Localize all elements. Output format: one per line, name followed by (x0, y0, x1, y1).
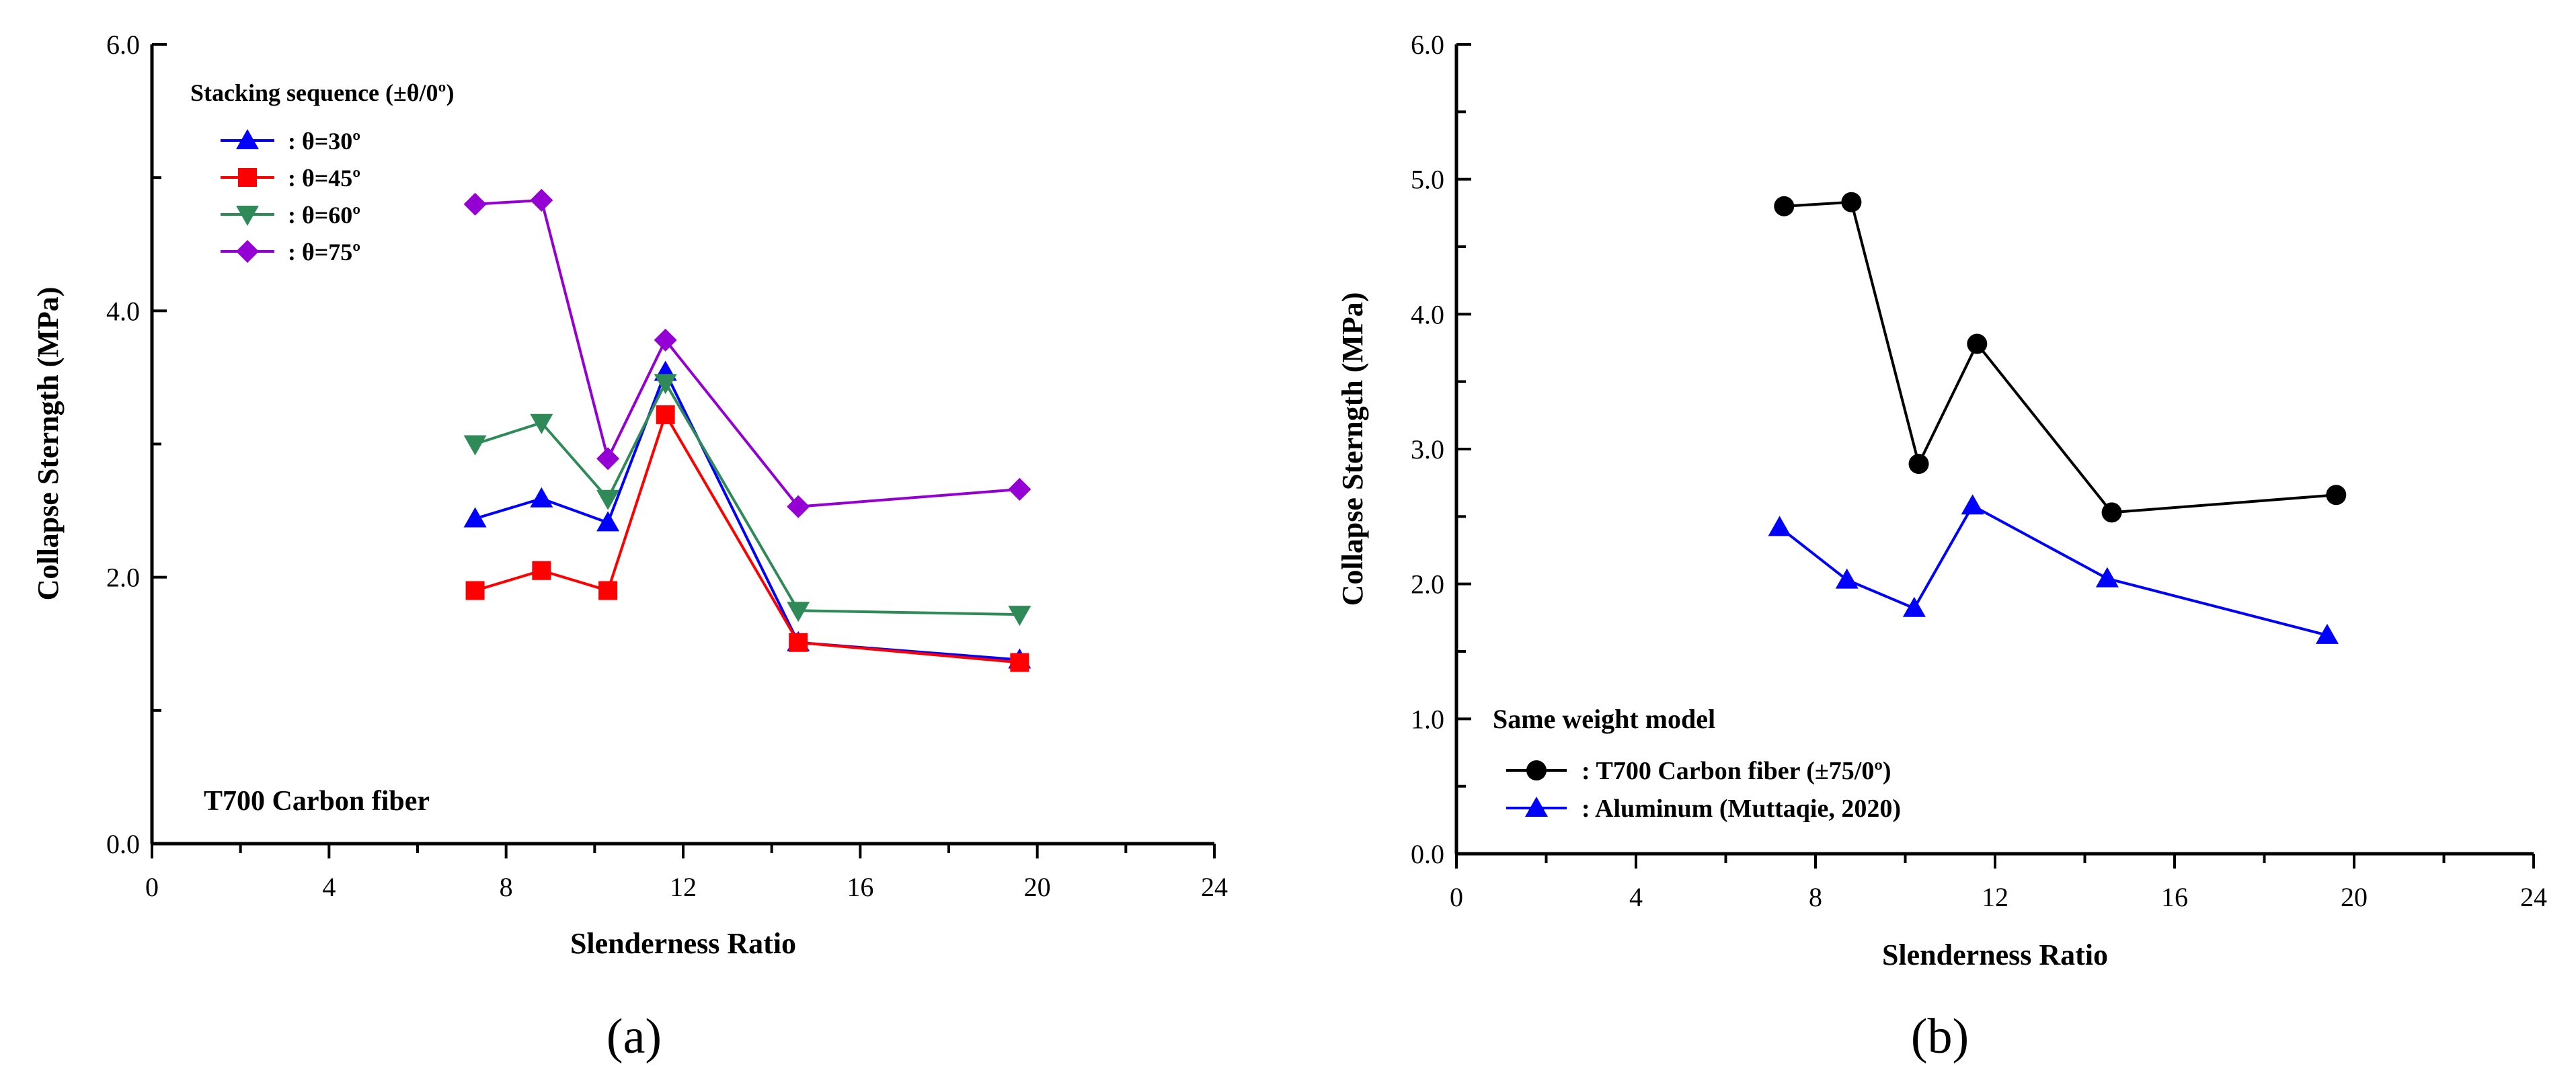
chart-b-legend-title: Same weight model (1493, 704, 1715, 734)
chart-a-line-60 (474, 380, 1020, 616)
chart-b-line-t700-carbon-fiber-75-0 (1784, 200, 2337, 514)
chart-a-legend-label-45: : θ=45º (288, 165, 360, 192)
chart-a-line-30 (475, 368, 1020, 661)
chart-b-x-tick-label: 12 (1982, 882, 2008, 912)
chart-a-y-axis-label: Collapse Sterngth (MPa) (32, 287, 65, 601)
chart-b-x-axis-label: Slenderness Ratio (1882, 938, 2108, 971)
chart-b-y-tick-label: 5.0 (1411, 165, 1444, 195)
chart-a-ticks: 0 4 8 12 16 20 24 0.0 2.0 4.0 6.0 (106, 30, 1228, 902)
chart-a-y-tick-label: 6.0 (106, 30, 140, 60)
chart-b-point-aluminum-muttaqie-2020 (1835, 568, 1859, 589)
chart-a-point-30 (463, 507, 487, 528)
chart-b-point-aluminum-muttaqie-2020 (2315, 623, 2339, 644)
chart-a-legend: Stacking sequence (±θ/0º) : θ=30º : θ=45º… (190, 79, 454, 266)
chart-a-point-60 (463, 435, 487, 456)
chart-a-point-45 (532, 561, 551, 580)
chart-a-point-30 (596, 511, 620, 532)
chart-b-point-t700-carbon-fiber-75-0 (1908, 454, 1929, 475)
chart-a-x-tick-label: 16 (847, 872, 873, 902)
chart-a-point-45 (1010, 653, 1029, 672)
chart-b-y-tick-label: 0.0 (1411, 839, 1444, 869)
chart-b-y-tick-label: 2.0 (1411, 569, 1444, 600)
chart-a-point-30 (530, 487, 553, 508)
chart-a-point-75 (463, 192, 487, 216)
chart-a-point-75 (530, 188, 553, 212)
chart-b-point-t700-carbon-fiber-75-0 (2326, 485, 2347, 506)
chart-b-legend-items: : T700 Carbon fiber (±75/0º) : Aluminum (… (1506, 757, 1901, 823)
chart-a-legend-marker-75 (236, 240, 259, 263)
chart-a-y-tick-label: 4.0 (106, 296, 140, 326)
chart-b-legend-label-t700-carbon-fiber-75-0: : T700 Carbon fiber (±75/0º) (1582, 757, 1891, 785)
chart-b-y-axis-label: Collapse Sterngth (MPa) (1336, 292, 1369, 606)
chart-a-series-lines (474, 198, 1020, 664)
chart-b-point-aluminum-muttaqie-2020 (2095, 567, 2119, 588)
chart-b-point-t700-carbon-fiber-75-0 (1841, 192, 1862, 212)
chart-b-x-tick-label: 16 (2161, 882, 2188, 912)
chart-b-line-aluminum-muttaqie-2020 (1779, 504, 2328, 637)
chart-b-legend-label-aluminum-muttaqie-2020: : Aluminum (Muttaqie, 2020) (1582, 795, 1901, 823)
chart-a-legend-label-30: : θ=30º (288, 128, 360, 155)
chart-b-x-tick-label: 4 (1629, 882, 1643, 912)
chart-b-series-lines (1779, 200, 2337, 637)
chart-a-point-75 (787, 495, 810, 518)
chart-b-legend-marker-t700-carbon-fiber-75-0 (1526, 760, 1547, 780)
chart-b-point-t700-carbon-fiber-75-0 (1774, 196, 1795, 216)
chart-b-x-tick-label: 0 (1450, 882, 1463, 912)
panel-b-label: (b) (1911, 1009, 1969, 1064)
chart-b-point-t700-carbon-fiber-75-0 (1967, 333, 1988, 354)
chart-a-legend-label-75: : θ=75º (288, 239, 360, 266)
chart-a-point-75 (596, 447, 620, 471)
chart-a-x-tick-label: 0 (145, 872, 159, 902)
chart-a-x-tick-label: 4 (322, 872, 336, 902)
chart-b-point-aluminum-muttaqie-2020 (1961, 494, 1984, 515)
chart-b-y-tick-label: 3.0 (1411, 434, 1444, 465)
chart-a-legend-marker-45 (238, 168, 257, 187)
chart-b-ticks: 0 4 8 12 16 20 24 0.0 1.0 2.0 3.0 4.0 5.0 6.0 (1411, 30, 2547, 912)
chart-b-y-tick-label: 4.0 (1411, 299, 1444, 329)
chart-a-point-45 (598, 581, 618, 600)
chart-b-y-tick-label: 6.0 (1411, 30, 1444, 60)
chart-a-legend-label-60: : θ=60º (288, 202, 360, 229)
chart-b-x-tick-label: 24 (2520, 882, 2547, 912)
chart-a-point-45 (789, 633, 808, 652)
chart-a-point-60 (787, 602, 810, 622)
chart-a-x-tick-label: 20 (1024, 872, 1051, 902)
chart-b-legend: Same weight model : T700 Carbon fiber (±… (1493, 704, 1901, 823)
chart-a-point-75 (1008, 477, 1031, 501)
chart-a-series-markers (463, 188, 1031, 672)
chart-b-series-markers (1768, 192, 2347, 644)
chart-a-point-60 (530, 413, 553, 434)
chart-a-line-75 (475, 198, 1020, 508)
chart-a-point-75 (654, 328, 677, 352)
chart-a-y-tick-label: 2.0 (106, 563, 140, 593)
chart-a-point-45 (465, 581, 485, 600)
chart-a-point-45 (656, 405, 675, 424)
chart-a: 0 4 8 12 16 20 24 0.0 2.0 4.0 6.0 Slenderness Rati… (32, 30, 1228, 1064)
chart-a-x-axis-label: Slenderness Ratio (570, 927, 796, 960)
chart-a-point-60 (1008, 606, 1031, 627)
chart-a-x-tick-label: 8 (500, 872, 513, 902)
chart-b-legend-marker-aluminum-muttaqie-2020 (1525, 797, 1548, 817)
chart-a-legend-marker-30 (236, 129, 259, 149)
chart-a-x-tick-label: 12 (670, 872, 697, 902)
chart-b-point-aluminum-muttaqie-2020 (1902, 596, 1926, 617)
chart-b: 0 4 8 12 16 20 24 0.0 1.0 2.0 3.0 4.0 5.0 6.0 Slender… (1336, 30, 2547, 1064)
chart-a-point-60 (596, 489, 620, 510)
panel-a-label: (a) (607, 1009, 662, 1064)
chart-a-legend-marker-60 (236, 206, 259, 226)
chart-b-x-tick-label: 20 (2341, 882, 2368, 912)
chart-b-y-tick-label: 1.0 (1411, 704, 1444, 734)
chart-a-point-60 (654, 374, 677, 395)
chart-a-annotation: T700 Carbon fiber (204, 786, 430, 817)
chart-a-legend-items: : θ=30º : θ=45º : θ=60º : θ=75º (221, 128, 360, 266)
chart-b-point-aluminum-muttaqie-2020 (1768, 516, 1791, 536)
chart-a-line-45 (475, 411, 1020, 664)
chart-a-x-tick-label: 24 (1201, 872, 1228, 902)
chart-a-legend-title: Stacking sequence (±θ/0º) (190, 79, 454, 106)
chart-b-point-t700-carbon-fiber-75-0 (2101, 502, 2122, 523)
chart-b-x-tick-label: 8 (1809, 882, 1822, 912)
chart-a-y-tick-label: 0.0 (106, 829, 140, 859)
